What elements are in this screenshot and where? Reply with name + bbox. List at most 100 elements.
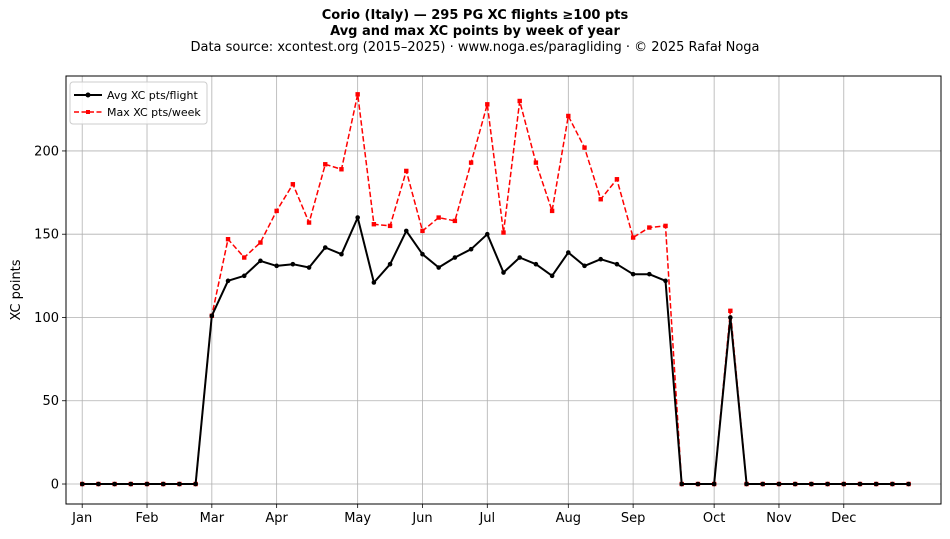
max-point — [614, 177, 620, 182]
avg-point — [225, 278, 231, 284]
x-tick-label: Sep — [621, 511, 646, 526]
avg-point — [258, 258, 263, 264]
y-tick-label: 50 — [42, 394, 59, 409]
max-point — [404, 168, 409, 174]
avg-point — [792, 481, 798, 487]
avg-point — [533, 261, 539, 267]
max-point — [728, 308, 733, 314]
y-axis-label: XC points — [9, 259, 24, 320]
avg-point — [144, 481, 150, 487]
avg-point — [582, 263, 587, 269]
avg-point — [501, 270, 506, 275]
x-tick-label: Jan — [71, 511, 92, 526]
avg-point — [809, 481, 814, 487]
x-tick-label: Aug — [556, 511, 581, 526]
avg-point — [711, 481, 717, 487]
x-tick-label: Nov — [766, 511, 792, 526]
x-axis-ticks: Jan Feb Mar Apr May Jun Jul Aug Sep Oct Nov Dec — [71, 504, 856, 526]
avg-point — [403, 228, 409, 234]
y-tick-label: 0 — [51, 478, 59, 493]
avg-point — [241, 273, 247, 279]
max-point — [355, 92, 360, 97]
max-point — [225, 237, 231, 242]
avg-point — [695, 481, 701, 487]
chart-title: Corio (Italy) — 295 PG XC flights ≥100 p… — [321, 8, 629, 23]
x-tick-label: Jul — [478, 511, 495, 526]
max-point — [468, 160, 474, 165]
avg-point — [906, 481, 911, 487]
max-point — [566, 113, 571, 119]
x-tick-label: Mar — [200, 511, 225, 526]
avg-point — [322, 245, 328, 250]
avg-point — [274, 263, 279, 269]
y-tick-label: 150 — [34, 228, 59, 243]
avg-series-line — [82, 216, 909, 485]
grid-lines — [66, 76, 941, 504]
max-point — [630, 235, 636, 240]
avg-point — [112, 481, 117, 487]
series-lines — [79, 92, 911, 487]
avg-point — [387, 261, 393, 267]
max-point — [420, 228, 425, 234]
avg-point — [744, 481, 749, 487]
avg-point — [549, 273, 555, 279]
x-tick-label: Dec — [831, 511, 856, 526]
avg-point — [484, 231, 490, 237]
avg-point — [841, 481, 847, 487]
avg-point — [339, 251, 344, 257]
max-point — [582, 145, 587, 150]
legend-box — [69, 81, 208, 125]
y-tick-label: 100 — [34, 311, 59, 326]
y-tick-label: 200 — [34, 144, 59, 159]
avg-point — [193, 481, 198, 487]
avg-point — [630, 271, 636, 277]
avg-point — [79, 481, 85, 487]
max-point — [663, 223, 668, 229]
avg-point — [873, 481, 879, 487]
avg-point — [776, 481, 782, 487]
max-point — [306, 220, 312, 225]
avg-point — [290, 261, 296, 267]
max-point — [549, 208, 555, 214]
avg-point — [355, 215, 360, 220]
max-point — [501, 230, 506, 235]
max-point — [387, 223, 393, 229]
y-axis-ticks: 0 50 100 150 200 — [34, 144, 66, 493]
avg-point — [128, 481, 134, 487]
max-point — [290, 182, 296, 187]
avg-point — [436, 265, 441, 270]
max-point — [339, 167, 344, 172]
max-point — [647, 225, 652, 230]
max-series-line — [82, 93, 909, 485]
avg-point — [647, 271, 652, 277]
legend-avg-label: Avg XC pts/flight — [107, 89, 198, 102]
avg-point — [306, 265, 312, 270]
chart-source-line: Data source: xcontest.org (2015–2025) · … — [190, 40, 760, 55]
max-point — [323, 162, 328, 167]
plot-frame — [65, 75, 942, 505]
x-tick-label: Jun — [411, 511, 432, 526]
x-tick-label: Feb — [136, 511, 159, 526]
avg-point — [517, 255, 523, 260]
chart-subtitle: Avg and max XC points by week of year — [330, 24, 620, 39]
x-tick-label: Oct — [703, 511, 725, 526]
avg-point — [890, 481, 895, 487]
avg-point — [825, 481, 830, 487]
legend-max-marker-swatch — [86, 110, 90, 114]
avg-point — [857, 481, 863, 487]
avg-point — [566, 250, 571, 255]
chart-title-block: Corio (Italy) — 295 PG XC flights ≥100 p… — [0, 8, 950, 56]
avg-point — [614, 261, 620, 267]
legend: Avg XC pts/flight Max XC pts/week — [69, 81, 208, 125]
max-point — [517, 98, 522, 104]
avg-point — [760, 481, 766, 487]
max-point — [452, 218, 458, 224]
avg-point — [728, 315, 733, 320]
avg-point — [160, 481, 166, 487]
x-tick-label: Apr — [265, 511, 288, 526]
avg-point — [663, 278, 668, 284]
legend-avg-marker-swatch — [85, 92, 91, 98]
max-point — [242, 255, 247, 260]
max-point — [258, 240, 263, 245]
